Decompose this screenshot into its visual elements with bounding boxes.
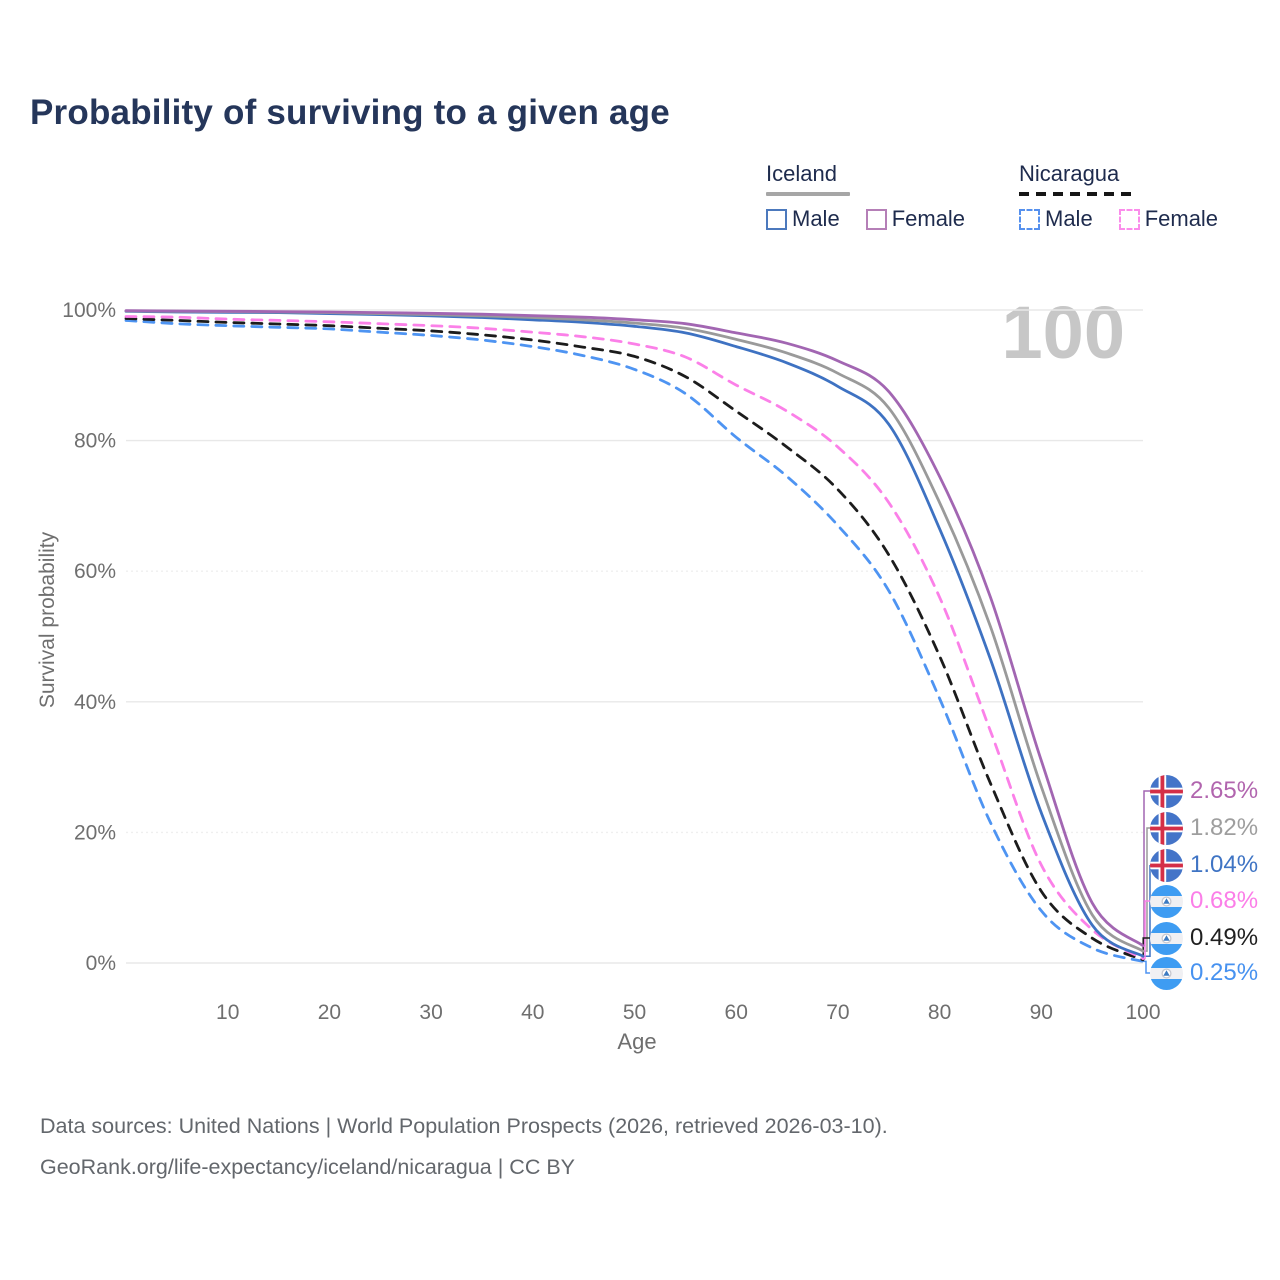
legend-item-label: Male [1045,206,1093,231]
legend-item-label: Male [792,206,840,231]
end-label-row-iceland-female: 2.65% [1150,773,1258,809]
series-line-nicaragua-both[interactable] [124,317,1145,962]
iceland-flag-icon [1150,774,1183,808]
x-tick-label: 10 [216,1001,239,1024]
survival-at-100-value: 1.82% [1190,814,1259,841]
x-tick-label: 50 [623,1001,646,1024]
end-label-connector-nicaragua-male [1143,960,1150,974]
legend-item-nicaragua-male[interactable]: Male [1019,206,1093,232]
y-tick-label: 20% [74,821,116,844]
legend-item-nicaragua-female[interactable]: Female [1118,206,1219,232]
y-tick-label: 40% [74,691,116,714]
series-line-iceland-both[interactable] [124,309,1145,953]
footer: Data sources: United Nations | World Pop… [40,1106,888,1188]
data-sources-line: Data sources: United Nations | World Pop… [40,1114,888,1138]
x-tick-label: 40 [521,1001,544,1024]
iceland-flag-icon [1150,811,1183,845]
attribution-line: GeoRank.org/life-expectancy/iceland/nica… [40,1155,576,1179]
iceland-line-style-sample [766,192,850,196]
nicaragua-line-style-sample [1019,192,1135,196]
y-tick-label: 0% [86,952,116,975]
survival-at-100-value: 0.25% [1190,959,1259,986]
nicaragua-flag-icon [1150,884,1183,918]
legend-item-label: Female [891,206,966,231]
x-axis-title: Age [617,1029,657,1054]
survival-at-100-value: 0.68% [1190,887,1259,914]
x-tick-label: 20 [318,1001,341,1024]
legend-group-nicaragua: Nicaragua Male Female [1019,161,1218,232]
legend-country-nicaragua-label: Nicaragua [1019,161,1120,186]
page-title: Probability of surviving to a given age [30,93,670,132]
iceland-flag-icon [1150,848,1183,882]
x-tick-label: 30 [419,1001,442,1024]
series-line-iceland-female[interactable] [124,309,1145,948]
series-line-nicaragua-female[interactable] [124,315,1145,960]
legend-country-nicaragua[interactable]: Nicaragua [1019,161,1218,196]
nicaragua-flag-icon [1150,956,1183,990]
x-tick-label: 70 [826,1001,849,1024]
survival-at-100-value: 0.49% [1190,924,1259,951]
legend-country-iceland-label: Iceland [766,161,837,186]
nicaragua-flag-icon [1150,921,1183,955]
legend-item-iceland-male[interactable]: Male [766,206,840,232]
end-label-row-nicaragua-female: 0.68% [1150,883,1258,919]
survival-at-100-value: 1.04% [1190,851,1259,878]
hovered-age-watermark: 100 [1001,291,1125,374]
legend-item-iceland-female[interactable]: Female [865,206,966,232]
x-tick-label: 90 [1030,1001,1053,1024]
legend-item-label: Female [1144,206,1219,231]
end-label-row-iceland-male: 1.04% [1150,847,1258,883]
x-tick-label: 80 [928,1001,951,1024]
end-label-row-nicaragua-both: 0.49% [1150,920,1258,956]
legend-country-iceland[interactable]: Iceland [766,161,965,196]
nicaragua-male-swatch-icon [1019,208,1040,230]
iceland-female-swatch-icon [865,208,887,230]
survival-at-100-value: 2.65% [1190,777,1259,804]
y-tick-label: 100% [62,299,116,322]
y-tick-label: 80% [74,430,116,453]
series-line-iceland-male[interactable] [124,309,1145,958]
x-tick-label: 60 [725,1001,748,1024]
end-label-row-nicaragua-male: 0.25% [1150,955,1258,991]
end-label-row-iceland-both: 1.82% [1150,810,1258,846]
nicaragua-female-swatch-icon [1118,208,1140,230]
iceland-male-swatch-icon [766,208,787,230]
legend-group-iceland: Iceland Male Female [766,161,965,232]
x-tick-label: 100 [1125,1001,1160,1024]
y-tick-label: 60% [74,560,116,583]
series-line-nicaragua-male[interactable] [124,319,1145,963]
